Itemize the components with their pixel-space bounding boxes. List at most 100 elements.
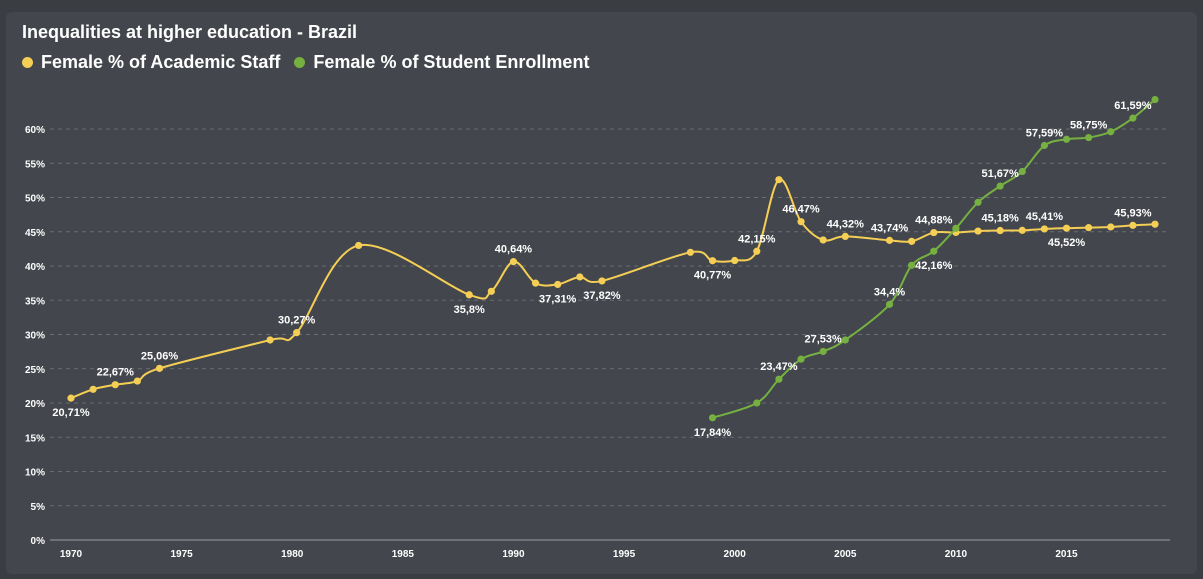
- data-point-academic-staff: [509, 258, 518, 266]
- data-point-student-enrollment: [797, 355, 805, 363]
- data-point-academic-staff: [841, 232, 849, 241]
- data-point-academic-staff: [133, 377, 141, 385]
- data-point-academic-staff: [531, 279, 540, 287]
- y-tick-label: 55%: [25, 159, 45, 170]
- data-point-academic-staff: [775, 176, 783, 184]
- data-point-student-enrollment: [753, 399, 761, 407]
- data-point-academic-staff: [797, 218, 805, 226]
- data-label: 51,67%: [981, 168, 1019, 180]
- data-point-academic-staff: [731, 256, 739, 265]
- data-label: 44,32%: [827, 218, 865, 230]
- x-tick-label: 1970: [60, 549, 83, 560]
- data-point-academic-staff: [487, 287, 495, 295]
- data-label: 44,88%: [915, 215, 953, 227]
- x-tick-label: 2000: [724, 549, 747, 560]
- data-point-student-enrollment: [819, 347, 827, 356]
- data-point-student-enrollment: [952, 224, 960, 232]
- x-tick-label: 2005: [834, 549, 857, 560]
- data-label: 57,59%: [1026, 128, 1064, 140]
- data-label: 34,4%: [874, 286, 905, 298]
- data-label: 35,8%: [454, 304, 485, 316]
- data-label: 37,31%: [539, 293, 577, 305]
- data-point-student-enrollment: [885, 300, 894, 308]
- x-tick-label: 1975: [170, 549, 193, 560]
- data-label: 40,64%: [495, 244, 533, 256]
- y-tick-label: 15%: [25, 433, 45, 444]
- data-point-student-enrollment: [1151, 95, 1159, 104]
- data-label: 61,59%: [1114, 100, 1152, 112]
- data-point-academic-staff: [1085, 224, 1093, 232]
- data-point-academic-staff: [708, 257, 717, 265]
- data-label: 37,82%: [583, 290, 621, 302]
- data-point-academic-staff: [155, 364, 164, 372]
- data-label: 40,77%: [694, 270, 732, 282]
- data-point-student-enrollment: [1085, 133, 1093, 142]
- x-tick-label: 1985: [392, 549, 415, 560]
- legend-dot-student-enrollment: [294, 57, 306, 68]
- data-label: 58,75%: [1070, 120, 1108, 132]
- data-point-academic-staff: [1062, 224, 1071, 232]
- data-point-academic-staff: [686, 248, 695, 256]
- data-point-academic-staff: [266, 336, 274, 344]
- y-tick-label: 5%: [31, 502, 46, 513]
- data-label: 25,06%: [141, 350, 179, 362]
- data-point-academic-staff: [908, 237, 916, 245]
- data-label: 45,41%: [1026, 211, 1064, 223]
- legend-item-academic-staff[interactable]: Female % of Academic Staff: [22, 52, 280, 73]
- y-tick-label: 20%: [25, 399, 45, 410]
- data-point-student-enrollment: [708, 414, 717, 422]
- data-label: 22,67%: [97, 367, 135, 379]
- data-point-academic-staff: [1129, 221, 1137, 229]
- data-point-academic-staff: [598, 277, 606, 285]
- data-point-student-enrollment: [974, 198, 982, 206]
- legend-label-student-enrollment: Female % of Student Enrollment: [313, 52, 590, 72]
- data-label: 45,52%: [1048, 237, 1086, 249]
- chart-title: Inequalities at higher education - Brazi…: [22, 22, 358, 42]
- data-point-student-enrollment: [930, 247, 938, 255]
- data-point-academic-staff: [554, 280, 562, 289]
- data-point-student-enrollment: [1107, 128, 1115, 136]
- data-point-academic-staff: [996, 226, 1004, 235]
- data-label: 45,93%: [1114, 207, 1152, 219]
- data-label: 27,53%: [805, 333, 843, 345]
- legend-label-academic-staff: Female % of Academic Staff: [41, 52, 281, 72]
- data-label: 30,27%: [278, 315, 316, 327]
- data-point-academic-staff: [67, 394, 75, 402]
- y-tick-label: 50%: [25, 194, 45, 205]
- y-tick-label: 45%: [25, 228, 45, 239]
- data-point-academic-staff: [753, 247, 761, 255]
- y-tick-label: 10%: [25, 468, 45, 479]
- data-point-academic-staff: [354, 241, 363, 250]
- data-point-academic-staff: [576, 273, 584, 281]
- x-tick-label: 1990: [502, 549, 525, 560]
- data-label: 23,47%: [760, 361, 798, 373]
- legend-dot-academic-staff: [22, 57, 33, 68]
- data-label: 43,74%: [871, 222, 909, 234]
- data-label: 42,15%: [738, 233, 776, 245]
- data-point-academic-staff: [465, 291, 473, 299]
- data-point-academic-staff: [111, 381, 119, 389]
- data-point-student-enrollment: [841, 336, 849, 344]
- y-tick-label: 60%: [25, 125, 45, 136]
- data-point-academic-staff: [930, 228, 938, 237]
- data-point-academic-staff: [293, 329, 301, 337]
- x-tick-label: 1980: [281, 549, 304, 560]
- data-point-student-enrollment: [1129, 114, 1137, 122]
- data-point-academic-staff: [974, 227, 982, 235]
- data-point-academic-staff: [819, 236, 827, 244]
- data-point-academic-staff: [89, 385, 97, 393]
- chart-legend: Female % of Academic Staff Female % of S…: [22, 52, 603, 73]
- data-point-academic-staff: [1151, 220, 1159, 228]
- y-tick-label: 25%: [25, 365, 45, 376]
- y-tick-label: 0%: [31, 536, 46, 547]
- data-point-student-enrollment: [908, 261, 916, 269]
- chart-panel: Inequalities at higher education - Brazi…: [6, 12, 1197, 574]
- legend-item-student-enrollment[interactable]: Female % of Student Enrollment: [294, 52, 589, 73]
- data-label: 42,16%: [915, 260, 953, 272]
- data-point-student-enrollment: [1040, 141, 1048, 150]
- data-point-academic-staff: [1040, 225, 1048, 233]
- data-label: 45,18%: [981, 213, 1019, 225]
- y-tick-label: 35%: [25, 296, 45, 307]
- data-point-student-enrollment: [996, 182, 1004, 190]
